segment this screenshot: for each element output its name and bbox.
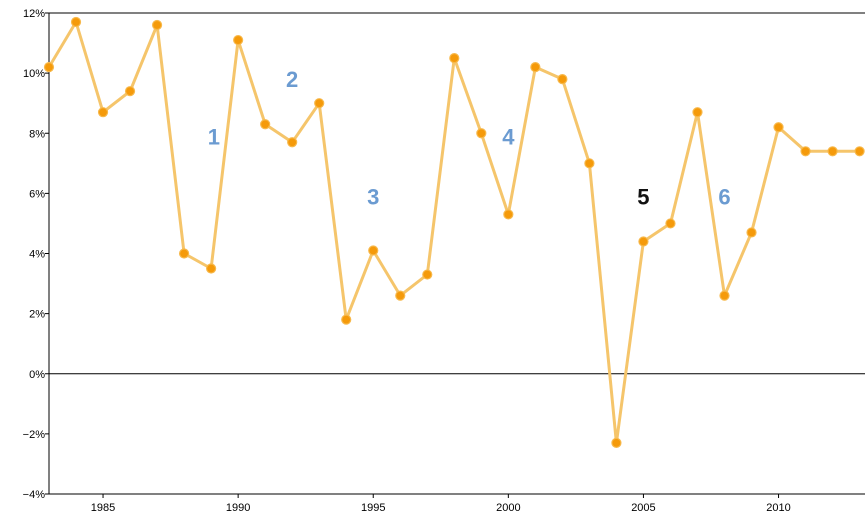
y-tick-label: 8% bbox=[29, 128, 45, 140]
data-point bbox=[611, 437, 622, 448]
data-point bbox=[314, 98, 325, 109]
data-point bbox=[449, 52, 460, 64]
data-point bbox=[70, 16, 82, 28]
data-point bbox=[178, 248, 190, 259]
data-point bbox=[557, 74, 568, 85]
data-point bbox=[665, 218, 676, 229]
data-point bbox=[97, 107, 109, 118]
data-point bbox=[233, 34, 244, 46]
data-point bbox=[287, 137, 298, 148]
x-axis-ticks: 1985 1990 1995 2000 2005 2010 bbox=[91, 494, 791, 514]
data-point bbox=[422, 269, 433, 280]
x-tick-label: 2010 bbox=[766, 502, 790, 514]
y-tick-label: −4% bbox=[23, 489, 46, 501]
data-point bbox=[638, 236, 649, 247]
data-point bbox=[530, 62, 541, 73]
data-point bbox=[827, 146, 838, 157]
annotations: 1 2 3 4 5 6 bbox=[208, 67, 731, 209]
x-tick-label: 1985 bbox=[91, 502, 115, 514]
y-tick-label: 12% bbox=[23, 8, 45, 20]
data-point bbox=[476, 128, 487, 139]
y-axis-ticks: −4% −2% 0% 2% 4% 6% 8% 10% 12% bbox=[23, 8, 49, 501]
data-point bbox=[854, 146, 865, 157]
series-line bbox=[47, 20, 862, 445]
data-point bbox=[124, 86, 136, 97]
data-points bbox=[43, 16, 865, 448]
data-point bbox=[692, 107, 703, 118]
y-tick-label: 2% bbox=[29, 309, 45, 321]
data-point bbox=[800, 146, 811, 157]
data-point bbox=[773, 122, 784, 133]
annotation-label: 4 bbox=[502, 124, 515, 149]
annotation-label: 3 bbox=[367, 184, 379, 209]
annotation-label: 1 bbox=[208, 124, 220, 149]
data-point bbox=[151, 19, 163, 31]
x-tick-label: 1990 bbox=[226, 502, 250, 514]
y-tick-label: 0% bbox=[29, 369, 45, 381]
data-point bbox=[43, 62, 55, 73]
data-point bbox=[503, 209, 514, 220]
y-tick-label: 4% bbox=[29, 249, 45, 261]
data-point bbox=[719, 290, 730, 301]
y-tick-label: 6% bbox=[29, 188, 45, 200]
x-tick-label: 2005 bbox=[631, 502, 655, 514]
data-point bbox=[368, 245, 379, 256]
data-point bbox=[341, 314, 352, 325]
annotation-label: 6 bbox=[718, 184, 730, 209]
data-point bbox=[584, 158, 595, 169]
data-point bbox=[746, 227, 757, 238]
data-point bbox=[206, 263, 217, 274]
annotation-label: 2 bbox=[286, 67, 298, 92]
data-point bbox=[260, 119, 271, 130]
x-tick-label: 2000 bbox=[496, 502, 520, 514]
x-tick-label: 1995 bbox=[361, 502, 385, 514]
y-tick-label: 10% bbox=[23, 68, 45, 80]
annotation-label: 5 bbox=[637, 184, 649, 209]
series bbox=[47, 20, 862, 445]
data-point bbox=[395, 290, 406, 301]
y-tick-label: −2% bbox=[23, 429, 46, 441]
